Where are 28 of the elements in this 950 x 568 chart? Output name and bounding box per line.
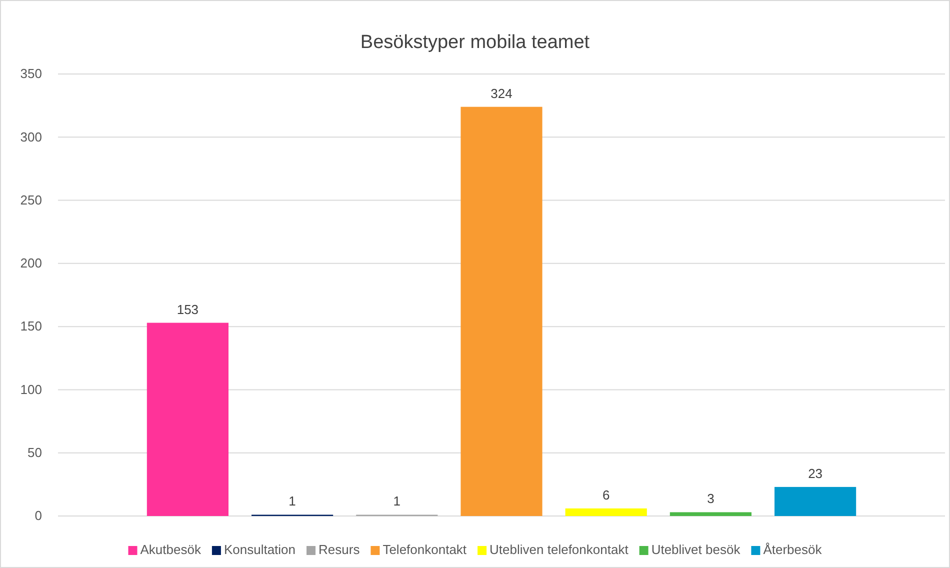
legend-label: Återbesök: [763, 542, 822, 557]
y-tick-label: 300: [20, 129, 42, 144]
legend-label: Utebliven telefonkontakt: [490, 542, 629, 557]
legend-label: Akutbesök: [140, 542, 202, 557]
data-label: 153: [176, 302, 199, 317]
y-tick-label: 250: [20, 192, 42, 208]
legend-label: Uteblivet besök: [651, 542, 741, 557]
legend-label: Telefonkontakt: [382, 542, 467, 557]
chart-title: Besökstyper mobila teamet: [360, 32, 590, 53]
data-label: 23: [808, 466, 823, 481]
y-tick-label: 100: [20, 382, 42, 397]
legend-label: Resurs: [318, 542, 360, 557]
data-label: 324: [490, 86, 512, 101]
bar: [670, 512, 752, 516]
bar: [565, 508, 647, 516]
data-label: 1: [288, 494, 296, 509]
y-tick-label: 200: [20, 256, 42, 271]
legend-label: Konsultation: [224, 542, 296, 557]
data-label: 1: [393, 494, 401, 509]
y-tick-label: 350: [20, 66, 42, 82]
y-tick-label: 50: [28, 445, 42, 460]
data-label: 6: [602, 487, 610, 502]
bar: [460, 106, 542, 516]
bar: [146, 322, 228, 516]
y-tick-label: 150: [20, 318, 42, 334]
data-label: 3: [707, 491, 714, 506]
bar: [774, 486, 856, 516]
y-tick-label: 0: [34, 508, 42, 524]
